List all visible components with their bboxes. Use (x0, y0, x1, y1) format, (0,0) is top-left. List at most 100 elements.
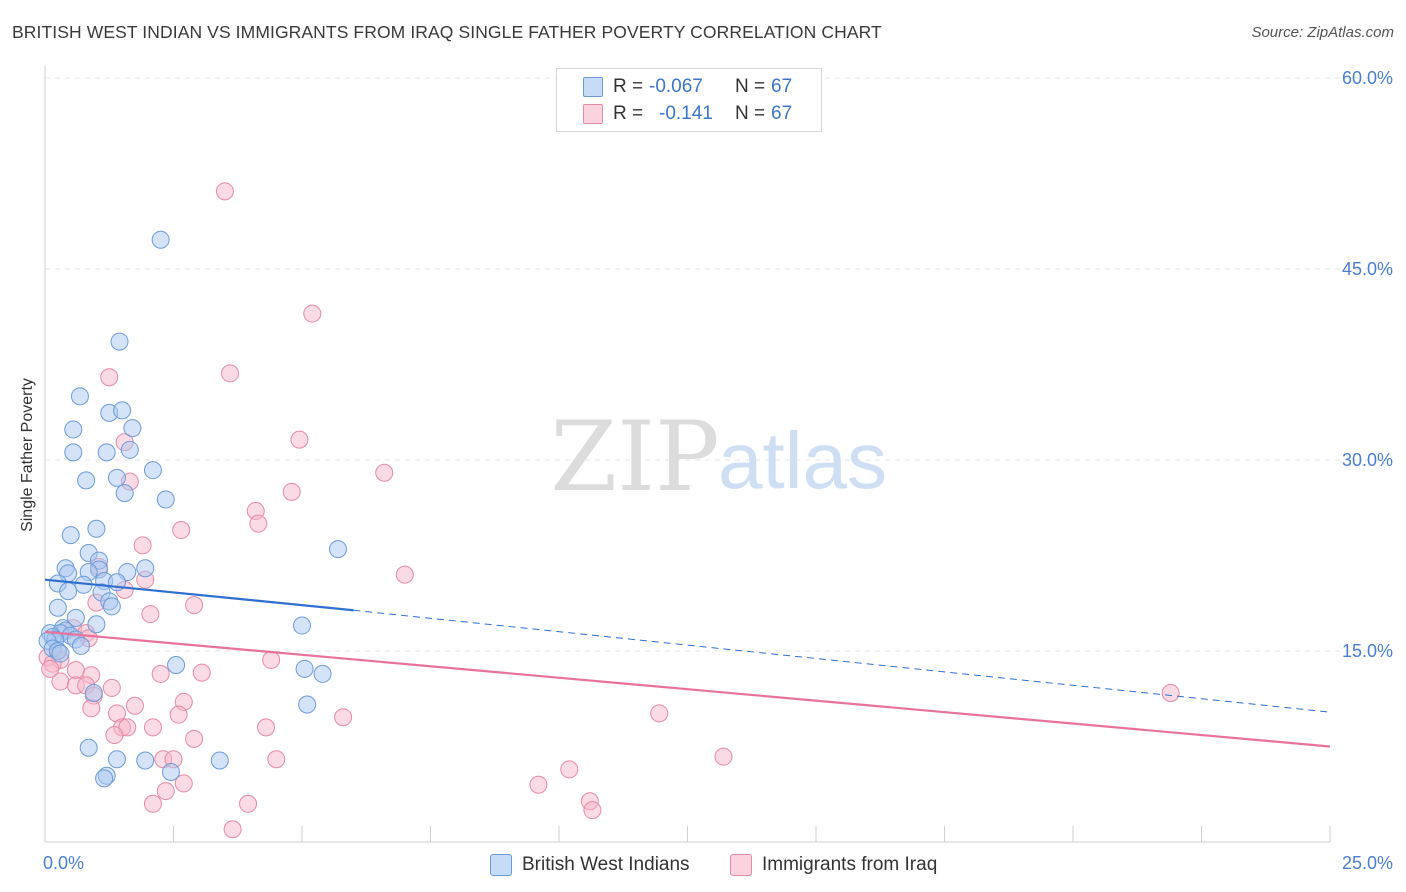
stats-swatch-pink (583, 104, 603, 124)
iraq-point (66, 661, 85, 680)
iraq-point (169, 705, 188, 724)
iraq-point (262, 650, 281, 669)
iraq-point (102, 678, 121, 697)
british-west-indian-point (123, 419, 142, 438)
british-west-indian-trend-line (44, 578, 354, 612)
british-west-indian-point (161, 762, 180, 781)
british-west-indian-point (79, 738, 98, 757)
iraq-point (143, 718, 162, 737)
british-west-indian-point (66, 608, 85, 627)
british-west-indian-point (107, 468, 126, 487)
iraq-point (41, 659, 60, 678)
watermark-atlas: atlas (718, 416, 887, 505)
stats-row-immigrants-from-iraq: R = -0.141 N = 67 (557, 101, 821, 127)
british-west-indian-point (70, 387, 89, 406)
iraq-point (375, 463, 394, 482)
british-west-indian-point (115, 484, 134, 503)
n-label: N = (735, 103, 766, 124)
r-value: -0.141 (659, 103, 713, 124)
iraq-point (395, 565, 414, 584)
iraq-point (282, 482, 301, 501)
british-west-indian-point (87, 519, 106, 538)
british-west-indian-point (110, 332, 129, 351)
british-west-indian-point (51, 644, 70, 663)
n-value: 67 (771, 76, 793, 97)
british-west-indian-point (295, 659, 314, 678)
legend-label: British West Indians (522, 854, 690, 875)
iraq-point (125, 696, 144, 715)
iraq-point (185, 596, 204, 615)
british-west-indian-point (143, 461, 162, 480)
british-west-indian-point (87, 615, 106, 634)
watermark-zip: ZIP (550, 401, 719, 513)
r-value: -0.067 (649, 76, 703, 97)
iraq-point (303, 304, 322, 323)
axes (44, 66, 1331, 843)
iraq-point (215, 182, 234, 201)
source-label: Source: ZipAtlas.com (1251, 24, 1394, 41)
gridlines (45, 77, 1392, 652)
iraq-point (141, 605, 160, 624)
british-west-indian-point (313, 664, 332, 683)
iraq-point (267, 750, 286, 769)
iraq-point (192, 663, 211, 682)
iraq-point (105, 726, 124, 745)
iraq-point (529, 775, 548, 794)
iraq-point (223, 820, 242, 839)
iraq-point (100, 368, 119, 387)
n-value: 67 (771, 103, 793, 124)
chart-title: BRITISH WEST INDIAN VS IMMIGRANTS FROM I… (12, 22, 882, 42)
iraq-point (151, 664, 170, 683)
iraq-point (221, 364, 240, 383)
british-west-indian-point (151, 230, 170, 249)
iraq-point (560, 760, 579, 779)
y-tick-label: 15.0% (1342, 641, 1393, 661)
british-west-indian-point (102, 597, 121, 616)
british-west-indian-point (64, 420, 83, 439)
iraq-point (650, 704, 669, 723)
iraq-point (51, 672, 70, 691)
british-west-indian-point (64, 443, 83, 462)
y-tick-label: 60.0% (1342, 68, 1393, 88)
iraq-point (257, 718, 276, 737)
iraq-point (714, 747, 733, 766)
iraq-points (38, 182, 1180, 839)
iraq-trend-line (44, 630, 1331, 748)
y-tick-label: 30.0% (1342, 450, 1393, 470)
british-west-indian-point (328, 540, 347, 559)
r-label: R = (613, 103, 644, 124)
stats-row-british-west-indians: R = -0.067 N = 67 (557, 74, 821, 100)
iraq-point (249, 514, 268, 533)
british-west-indian-point (293, 616, 311, 635)
x-tick-labels: 0.0% 25.0% (43, 853, 1393, 873)
iraq-point (290, 430, 309, 449)
british-west-indian-point (77, 471, 96, 490)
british-west-indian-point (136, 559, 155, 578)
legend-swatch-pink (730, 854, 752, 876)
iraq-point (156, 782, 175, 801)
british-west-indian-point (167, 656, 186, 675)
watermark: ZIP atlas (550, 401, 887, 513)
british-west-indian-point (107, 750, 126, 769)
british-west-indian-point (120, 440, 139, 459)
british-west-indian-point (59, 582, 78, 601)
chart-legend: British West Indians Immigrants from Ira… (0, 850, 1406, 880)
stats-swatch-blue (583, 77, 603, 97)
x-tick-label-min: 0.0% (43, 853, 84, 873)
british-west-indian-point (84, 684, 103, 703)
british-west-indian-point (95, 769, 114, 788)
british-west-indian-point (61, 526, 80, 545)
r-label: R = (613, 76, 644, 97)
iraq-point (334, 708, 353, 727)
british-west-indian-trend-dashed (353, 609, 1331, 713)
y-tick-labels: 15.0% 30.0% 45.0% 60.0% (1342, 68, 1393, 661)
stats-legend: R = -0.067 N = 67 R = -0.141 N = 67 (556, 68, 822, 132)
iraq-point (82, 699, 101, 718)
legend-label: Immigrants from Iraq (762, 854, 938, 875)
iraq-point (185, 729, 204, 748)
x-tick-label-max: 25.0% (1342, 853, 1393, 873)
iraq-point (172, 521, 191, 540)
iraq-point (133, 536, 152, 555)
british-west-indian-point (113, 401, 132, 420)
